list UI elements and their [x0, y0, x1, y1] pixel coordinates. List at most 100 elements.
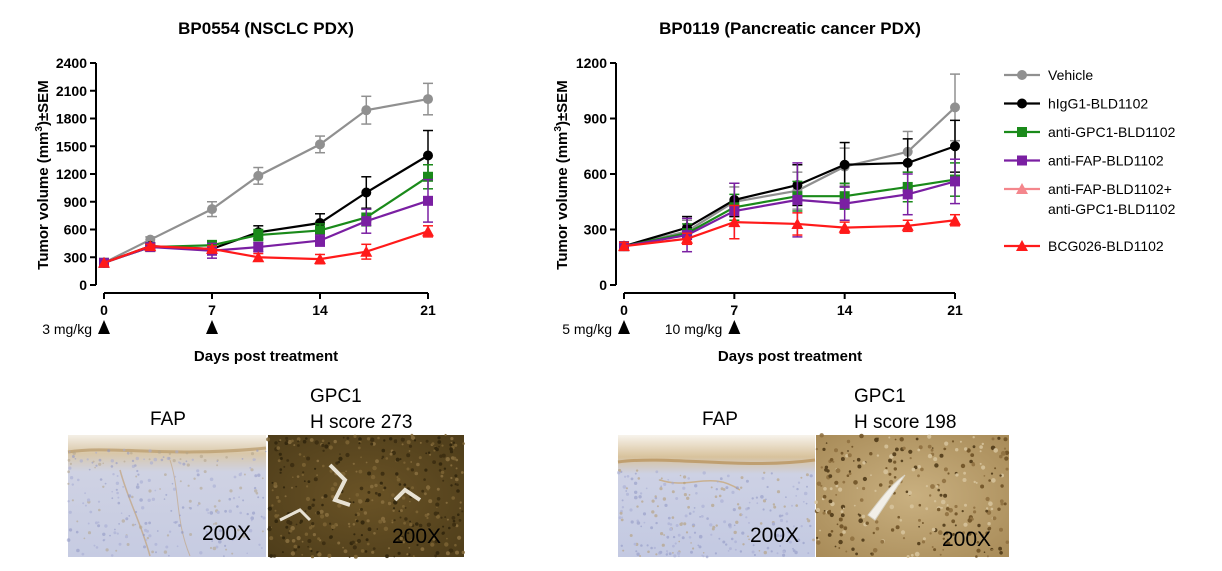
tissue-texture	[98, 508, 101, 512]
tissue-texture	[87, 531, 92, 535]
tissue-texture	[286, 519, 291, 525]
tissue-texture	[329, 535, 333, 539]
tissue-texture	[457, 513, 460, 516]
tissue-texture	[308, 526, 313, 530]
tissue-texture	[619, 470, 622, 473]
tissue-texture	[395, 472, 399, 476]
tissue-texture	[756, 502, 759, 505]
tissue-texture	[357, 446, 361, 450]
tissue-texture	[301, 540, 304, 543]
tissue-texture	[87, 522, 90, 525]
tissue-texture	[685, 531, 689, 534]
tissue-texture	[988, 479, 991, 482]
tissue-texture	[211, 540, 213, 542]
tissue-texture	[418, 456, 422, 460]
tissue-texture	[205, 532, 209, 536]
tissue-texture	[189, 507, 192, 510]
tissue-texture	[962, 531, 965, 534]
tissue-texture	[972, 445, 976, 449]
tissue-texture	[695, 492, 698, 495]
tissue-texture	[374, 483, 378, 488]
tissue-texture	[943, 467, 948, 472]
tissue-texture	[102, 485, 105, 488]
tissue-texture	[89, 510, 93, 514]
data-point	[206, 242, 218, 254]
tissue-texture	[753, 553, 757, 557]
tissue-texture	[380, 516, 386, 522]
tissue-texture	[976, 548, 981, 553]
tissue-texture	[387, 547, 391, 550]
tissue-texture	[316, 459, 320, 463]
tissue-texture	[817, 538, 820, 541]
tissue-texture	[714, 552, 718, 555]
tissue-texture	[802, 500, 805, 503]
tissue-texture	[931, 447, 934, 449]
tissue-texture	[310, 555, 315, 559]
tissue-texture	[870, 474, 872, 477]
tissue-texture	[275, 495, 280, 500]
tissue-texture	[840, 451, 844, 455]
tissue-texture	[170, 509, 173, 512]
tissue-texture	[640, 544, 643, 547]
tissue-texture	[647, 550, 650, 554]
tissue-texture	[269, 554, 274, 558]
data-point	[681, 232, 694, 244]
tissue-texture	[964, 447, 968, 451]
tissue-texture	[642, 512, 647, 516]
tissue-texture	[638, 495, 642, 499]
tissue-texture	[148, 534, 152, 538]
tissue-texture	[700, 515, 704, 518]
tissue-texture	[907, 490, 912, 495]
y-tick-label: 1200	[56, 166, 87, 182]
tissue-texture	[936, 507, 941, 512]
tissue-texture	[673, 554, 677, 558]
tissue-texture	[267, 506, 272, 511]
tissue-texture	[395, 537, 398, 540]
axes: 0 300 600 900 1200 1500 1800 2100 2400 0 7 14 21	[56, 55, 436, 318]
tissue-texture	[748, 538, 750, 541]
tissue-texture	[396, 476, 399, 479]
tissue-texture	[322, 522, 327, 527]
tissue-texture	[809, 474, 813, 478]
tissue-texture	[454, 443, 458, 447]
tissue-texture	[348, 525, 351, 528]
tissue-texture	[199, 454, 204, 459]
y-tick-label: 1500	[56, 138, 87, 154]
tissue-texture	[410, 468, 414, 472]
tissue-texture	[835, 484, 839, 488]
tissue-texture	[766, 485, 769, 489]
tissue-texture	[363, 511, 368, 515]
tissue-texture	[667, 516, 671, 520]
tissue-texture	[274, 519, 279, 523]
tissue-texture	[660, 477, 663, 480]
tissue-texture	[893, 467, 897, 471]
tissue-texture	[304, 510, 307, 512]
tissue-texture	[934, 463, 939, 468]
tissue-texture	[381, 448, 386, 453]
tissue-texture	[399, 509, 403, 513]
tissue-texture	[212, 546, 217, 551]
tissue-texture	[378, 519, 383, 524]
tissue-texture	[254, 489, 258, 493]
tissue-texture	[853, 504, 856, 507]
tissue-texture	[261, 477, 264, 480]
tissue-texture	[241, 458, 244, 460]
tissue-texture	[754, 531, 757, 533]
tissue-texture	[634, 472, 637, 475]
data-point	[1017, 155, 1027, 166]
tissue-texture	[899, 437, 904, 442]
tissue-texture	[134, 523, 137, 526]
tissue-texture	[327, 442, 331, 445]
tissue-texture	[71, 455, 75, 458]
tissue-texture	[401, 496, 406, 500]
tissue-texture	[291, 539, 296, 543]
tissue-texture	[143, 458, 146, 461]
tissue-texture	[123, 460, 126, 463]
tissue-texture	[403, 483, 407, 487]
tissue-texture	[179, 514, 181, 517]
tissue-texture	[972, 436, 975, 439]
tissue-texture	[348, 556, 351, 558]
tissue-texture	[213, 505, 217, 508]
tissue-texture	[658, 479, 661, 481]
x-tick-label: 7	[208, 302, 216, 318]
